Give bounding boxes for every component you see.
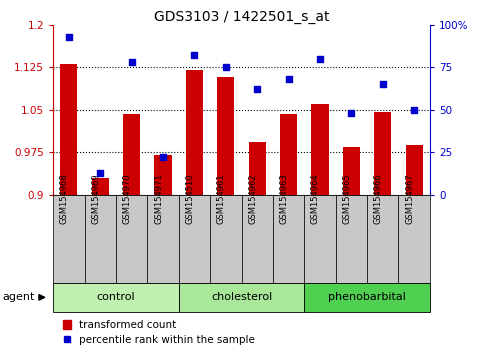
Bar: [186, 70, 203, 195]
Text: agent: agent: [3, 292, 35, 302]
Title: GDS3103 / 1422501_s_at: GDS3103 / 1422501_s_at: [154, 10, 329, 24]
Text: GSM154969: GSM154969: [91, 174, 100, 224]
Point: [222, 64, 230, 70]
Bar: [312, 104, 328, 195]
Bar: [304, 283, 430, 312]
Text: GSM154971: GSM154971: [154, 174, 163, 224]
Bar: [280, 114, 297, 195]
Bar: [53, 195, 85, 283]
Bar: [242, 195, 273, 283]
Point: [379, 81, 387, 87]
Bar: [116, 195, 147, 283]
Point: [128, 59, 135, 65]
Bar: [367, 195, 398, 283]
Bar: [304, 195, 336, 283]
Point: [411, 107, 418, 113]
Text: GSM154970: GSM154970: [123, 174, 131, 224]
Text: GSM154964: GSM154964: [311, 174, 320, 224]
Text: GSM154961: GSM154961: [217, 174, 226, 224]
Bar: [273, 195, 304, 283]
Text: phenobarbital: phenobarbital: [328, 292, 406, 302]
Text: GSM154968: GSM154968: [60, 174, 69, 224]
Text: GSM154962: GSM154962: [248, 174, 257, 224]
Bar: [249, 142, 266, 195]
Bar: [123, 114, 140, 195]
Text: GSM154510: GSM154510: [185, 174, 194, 224]
Bar: [374, 112, 391, 195]
Bar: [60, 64, 77, 195]
Bar: [398, 195, 430, 283]
Legend: transformed count, percentile rank within the sample: transformed count, percentile rank withi…: [58, 316, 259, 349]
Point: [253, 86, 261, 92]
Text: GSM154965: GSM154965: [342, 174, 352, 224]
Bar: [406, 145, 423, 195]
Bar: [336, 195, 367, 283]
Text: cholesterol: cholesterol: [211, 292, 272, 302]
Point: [316, 56, 324, 62]
Point: [348, 110, 355, 116]
Point: [191, 52, 199, 58]
Point: [97, 170, 104, 176]
Point: [65, 34, 73, 40]
Text: GSM154967: GSM154967: [405, 174, 414, 224]
Bar: [343, 147, 360, 195]
Text: GSM154963: GSM154963: [280, 174, 289, 224]
Bar: [210, 195, 242, 283]
Bar: [179, 195, 210, 283]
Text: GSM154966: GSM154966: [374, 174, 383, 224]
Bar: [217, 77, 234, 195]
Bar: [147, 195, 179, 283]
Bar: [155, 155, 171, 195]
Point: [159, 154, 167, 160]
Bar: [92, 178, 109, 195]
Bar: [85, 195, 116, 283]
Point: [285, 76, 293, 82]
Bar: [179, 283, 304, 312]
Bar: [53, 283, 179, 312]
Text: control: control: [97, 292, 135, 302]
